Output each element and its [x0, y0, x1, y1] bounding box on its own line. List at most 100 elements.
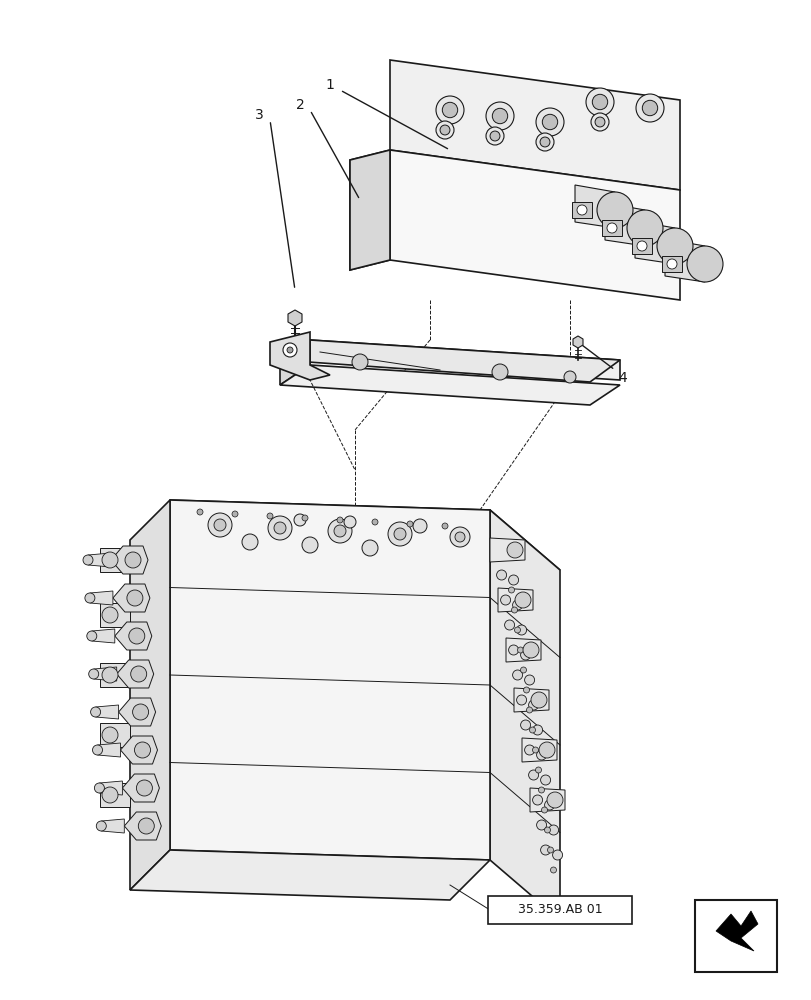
Polygon shape — [310, 340, 620, 380]
Circle shape — [490, 131, 500, 141]
Polygon shape — [97, 743, 120, 757]
Polygon shape — [100, 663, 130, 687]
Circle shape — [517, 647, 523, 653]
Circle shape — [214, 519, 225, 531]
Polygon shape — [90, 591, 113, 605]
Polygon shape — [573, 336, 582, 348]
Circle shape — [520, 667, 526, 673]
Circle shape — [486, 127, 504, 145]
Text: 2: 2 — [295, 98, 304, 112]
Circle shape — [328, 519, 351, 543]
Bar — [631, 238, 651, 254]
Circle shape — [508, 575, 518, 585]
Polygon shape — [389, 60, 679, 190]
Circle shape — [88, 669, 99, 679]
Bar — [661, 256, 681, 272]
Circle shape — [548, 825, 558, 835]
Circle shape — [442, 102, 457, 118]
Circle shape — [520, 650, 530, 660]
Circle shape — [541, 807, 547, 813]
Polygon shape — [114, 622, 152, 650]
Polygon shape — [280, 340, 310, 385]
Polygon shape — [120, 736, 157, 764]
Circle shape — [102, 787, 118, 803]
Circle shape — [540, 775, 550, 785]
Circle shape — [591, 94, 607, 110]
Circle shape — [135, 742, 150, 758]
Text: 4: 4 — [618, 371, 627, 385]
Circle shape — [441, 523, 448, 529]
Circle shape — [85, 593, 95, 603]
Circle shape — [491, 364, 508, 380]
Circle shape — [102, 727, 118, 743]
Polygon shape — [113, 584, 150, 612]
Circle shape — [535, 133, 553, 151]
Circle shape — [544, 827, 550, 833]
Circle shape — [547, 847, 553, 853]
Circle shape — [540, 845, 550, 855]
Circle shape — [530, 692, 547, 708]
Polygon shape — [280, 365, 620, 405]
Circle shape — [440, 125, 449, 135]
Polygon shape — [169, 500, 560, 570]
Text: 1: 1 — [325, 78, 334, 92]
Circle shape — [294, 514, 306, 526]
Circle shape — [526, 707, 532, 713]
Circle shape — [577, 205, 586, 215]
Circle shape — [529, 727, 534, 733]
Polygon shape — [389, 150, 679, 300]
Polygon shape — [715, 911, 757, 951]
Circle shape — [506, 542, 522, 558]
Circle shape — [528, 770, 538, 780]
Circle shape — [552, 850, 562, 860]
Polygon shape — [111, 546, 148, 574]
Circle shape — [129, 628, 144, 644]
Polygon shape — [604, 203, 644, 246]
Circle shape — [232, 511, 238, 517]
Circle shape — [333, 525, 345, 537]
Circle shape — [656, 228, 692, 264]
Circle shape — [302, 515, 307, 521]
Circle shape — [283, 343, 297, 357]
Circle shape — [512, 670, 522, 680]
Circle shape — [97, 821, 106, 831]
Circle shape — [642, 100, 657, 116]
Circle shape — [542, 114, 557, 130]
Bar — [571, 202, 591, 218]
Circle shape — [351, 354, 367, 370]
Polygon shape — [350, 150, 389, 270]
Circle shape — [607, 223, 616, 233]
Circle shape — [286, 347, 293, 353]
Polygon shape — [505, 638, 540, 662]
Circle shape — [586, 88, 613, 116]
Circle shape — [547, 792, 562, 808]
Polygon shape — [634, 221, 674, 264]
Circle shape — [127, 590, 143, 606]
Circle shape — [125, 552, 141, 568]
Polygon shape — [92, 629, 114, 643]
Circle shape — [83, 555, 93, 565]
Circle shape — [393, 528, 406, 540]
Circle shape — [636, 241, 646, 251]
Circle shape — [406, 521, 413, 527]
Polygon shape — [288, 310, 302, 326]
Circle shape — [242, 534, 258, 550]
Circle shape — [512, 600, 522, 610]
Polygon shape — [130, 850, 489, 900]
Circle shape — [511, 607, 517, 613]
Circle shape — [267, 513, 272, 519]
Circle shape — [522, 642, 539, 658]
Polygon shape — [100, 548, 130, 572]
Circle shape — [302, 537, 318, 553]
Polygon shape — [101, 819, 124, 833]
Circle shape — [523, 687, 529, 693]
Polygon shape — [169, 500, 489, 860]
Circle shape — [524, 745, 534, 755]
Polygon shape — [513, 688, 548, 712]
Circle shape — [197, 509, 203, 515]
Circle shape — [539, 137, 549, 147]
Circle shape — [91, 707, 101, 717]
Circle shape — [538, 787, 544, 793]
Polygon shape — [350, 150, 389, 270]
Circle shape — [102, 607, 118, 623]
